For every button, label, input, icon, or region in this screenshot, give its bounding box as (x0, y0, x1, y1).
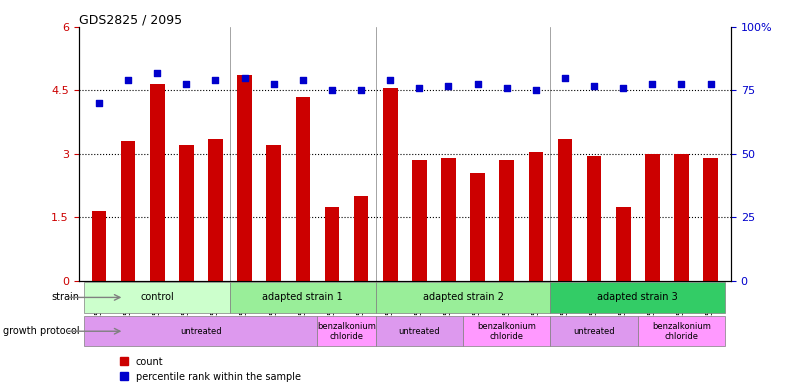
Point (122, 77, 134, 83)
Text: untreated: untreated (180, 327, 222, 336)
Point (296, 77, 309, 83)
Bar (412, 160, 427, 280)
Point (267, 81, 280, 87)
Point (530, 87, 542, 93)
Point (151, 70, 163, 76)
Point (238, 74, 251, 81)
Bar (441, 158, 456, 280)
Bar (208, 139, 222, 280)
Legend: count, percentile rank within the sample: count, percentile rank within the sample (116, 353, 304, 384)
Text: untreated: untreated (573, 327, 615, 336)
FancyBboxPatch shape (376, 282, 550, 313)
Point (472, 81, 484, 87)
Bar (179, 145, 193, 280)
Text: control: control (141, 292, 174, 303)
Bar (528, 152, 543, 280)
Text: adapted strain 3: adapted strain 3 (597, 292, 678, 303)
Bar (354, 196, 369, 280)
Point (354, 87, 367, 93)
Text: benzalkonium
chloride: benzalkonium chloride (317, 321, 376, 341)
Point (704, 81, 717, 87)
Point (617, 85, 630, 91)
Text: benzalkonium
chloride: benzalkonium chloride (477, 321, 536, 341)
Text: strain: strain (51, 292, 79, 303)
Point (559, 74, 571, 81)
FancyBboxPatch shape (463, 316, 550, 346)
Bar (616, 207, 630, 280)
Point (93, 100, 105, 106)
Bar (470, 173, 485, 280)
Bar (674, 154, 689, 280)
Bar (92, 211, 106, 280)
Point (646, 81, 659, 87)
Bar (266, 145, 281, 280)
FancyBboxPatch shape (550, 282, 725, 313)
Point (180, 81, 193, 87)
FancyBboxPatch shape (318, 316, 376, 346)
Point (501, 85, 513, 91)
Text: growth protocol: growth protocol (2, 326, 79, 336)
Point (384, 77, 396, 83)
Bar (645, 154, 659, 280)
Bar (325, 207, 340, 280)
Point (675, 81, 688, 87)
Point (209, 77, 222, 83)
Bar (383, 88, 398, 280)
Bar (237, 76, 252, 280)
Text: adapted strain 2: adapted strain 2 (423, 292, 504, 303)
Point (325, 87, 338, 93)
Bar (296, 97, 310, 280)
FancyBboxPatch shape (637, 316, 725, 346)
Bar (121, 141, 135, 280)
FancyBboxPatch shape (84, 316, 318, 346)
Bar (703, 158, 718, 280)
Bar (499, 160, 514, 280)
Text: benzalkonium
chloride: benzalkonium chloride (652, 321, 711, 341)
Point (443, 83, 455, 89)
FancyBboxPatch shape (376, 316, 463, 346)
Text: adapted strain 1: adapted strain 1 (263, 292, 343, 303)
Text: untreated: untreated (399, 327, 440, 336)
FancyBboxPatch shape (550, 316, 637, 346)
FancyBboxPatch shape (84, 282, 230, 313)
FancyBboxPatch shape (230, 282, 376, 313)
Point (413, 85, 426, 91)
Bar (558, 139, 572, 280)
Bar (150, 84, 164, 280)
Text: GDS2825 / 2095: GDS2825 / 2095 (79, 14, 182, 27)
Point (588, 83, 601, 89)
Bar (587, 156, 601, 280)
